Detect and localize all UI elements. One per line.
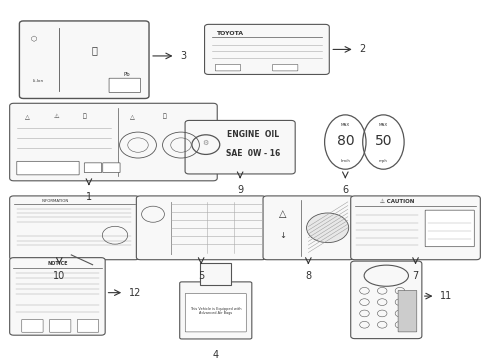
Text: ⚠: ⚠ (53, 114, 59, 119)
FancyBboxPatch shape (272, 64, 298, 71)
Text: 👤: 👤 (83, 114, 87, 119)
Text: 80: 80 (337, 134, 354, 148)
FancyBboxPatch shape (180, 282, 252, 339)
FancyBboxPatch shape (49, 319, 71, 332)
FancyBboxPatch shape (22, 319, 43, 332)
Text: 7: 7 (413, 271, 418, 281)
FancyBboxPatch shape (109, 78, 141, 93)
Text: 🚗: 🚗 (92, 46, 98, 56)
FancyBboxPatch shape (398, 291, 417, 332)
Text: SAE  0W - 16: SAE 0W - 16 (226, 149, 280, 158)
Text: △: △ (279, 209, 287, 219)
Text: 8: 8 (305, 271, 312, 281)
FancyBboxPatch shape (351, 261, 422, 339)
Text: 2: 2 (360, 44, 366, 54)
FancyBboxPatch shape (84, 163, 101, 172)
Text: NOTICE: NOTICE (47, 261, 68, 266)
FancyBboxPatch shape (204, 24, 329, 75)
FancyBboxPatch shape (77, 319, 98, 332)
Text: 3: 3 (180, 51, 186, 61)
FancyBboxPatch shape (103, 163, 120, 172)
Text: 1: 1 (86, 192, 92, 202)
Text: MAX: MAX (379, 123, 388, 127)
Text: ⚙: ⚙ (203, 140, 209, 146)
FancyBboxPatch shape (136, 196, 266, 260)
Text: ↓: ↓ (279, 231, 287, 240)
FancyBboxPatch shape (10, 258, 105, 335)
FancyBboxPatch shape (17, 161, 79, 175)
FancyBboxPatch shape (10, 196, 139, 260)
Text: Pb: Pb (124, 72, 131, 77)
Text: 10: 10 (53, 271, 65, 281)
Text: ⚠ CAUTION: ⚠ CAUTION (380, 199, 415, 204)
Text: 6: 6 (342, 185, 348, 195)
Text: △: △ (25, 114, 30, 119)
Text: TOYOTA: TOYOTA (216, 31, 243, 36)
FancyBboxPatch shape (200, 263, 231, 285)
Text: 5: 5 (198, 271, 204, 281)
Text: km/h: km/h (341, 158, 350, 163)
Text: This Vehicle is Equipped with
Advanced Air Bags: This Vehicle is Equipped with Advanced A… (190, 307, 242, 315)
FancyBboxPatch shape (10, 103, 217, 181)
Text: 50: 50 (375, 134, 392, 148)
FancyBboxPatch shape (351, 196, 480, 260)
Text: 11: 11 (441, 291, 453, 301)
Text: MAX: MAX (341, 123, 350, 127)
FancyBboxPatch shape (263, 196, 354, 260)
Text: 9: 9 (237, 185, 243, 195)
Text: ⬡: ⬡ (30, 36, 37, 41)
Text: INFORMATION: INFORMATION (42, 199, 69, 203)
Text: 📖: 📖 (163, 114, 167, 119)
Text: Li-Ion: Li-Ion (33, 79, 44, 83)
FancyBboxPatch shape (215, 64, 241, 71)
FancyBboxPatch shape (185, 293, 246, 332)
Text: mph: mph (379, 158, 388, 163)
Text: ENGINE  OIL: ENGINE OIL (227, 130, 279, 139)
Circle shape (307, 213, 349, 243)
Text: △: △ (129, 114, 134, 119)
FancyBboxPatch shape (425, 210, 474, 247)
Text: 12: 12 (129, 288, 141, 298)
Text: 4: 4 (213, 350, 219, 360)
FancyBboxPatch shape (185, 121, 295, 174)
FancyBboxPatch shape (20, 21, 149, 99)
